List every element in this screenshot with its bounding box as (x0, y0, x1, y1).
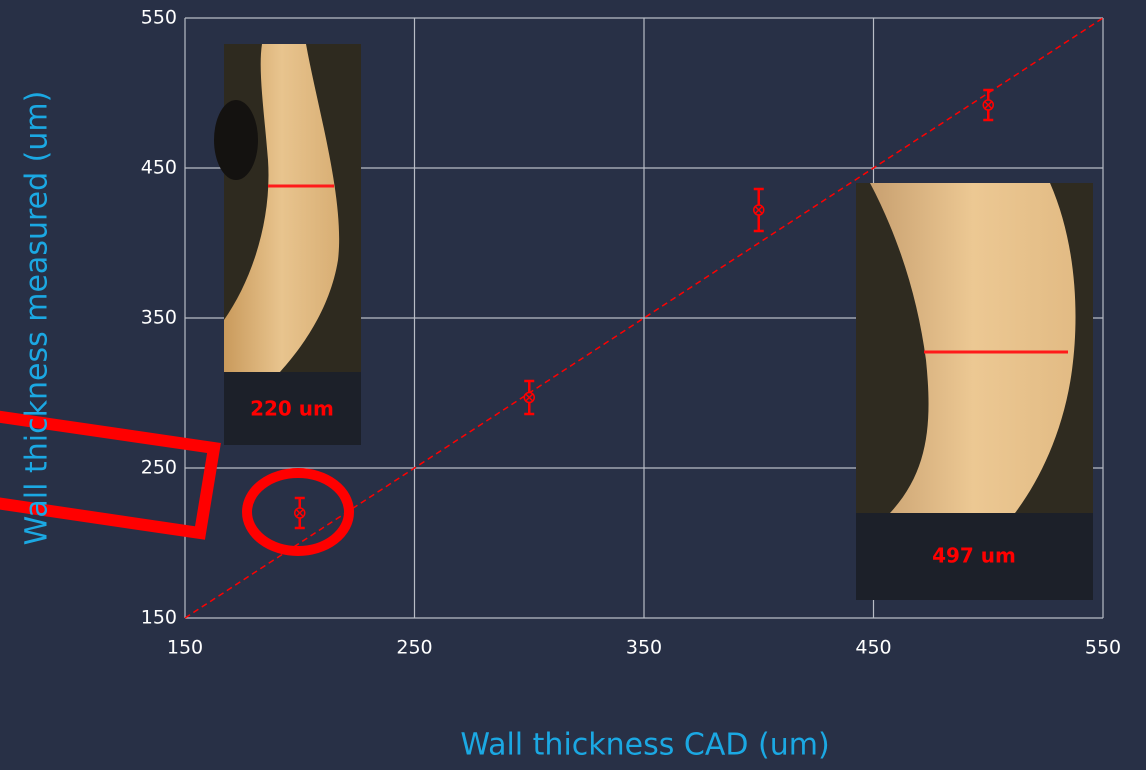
inset-shadow (214, 100, 258, 180)
y-tick-label: 450 (141, 157, 177, 179)
x-tick-label: 250 (396, 637, 432, 659)
inset-image-left: 220 um (214, 44, 361, 445)
x-tick-label: 550 (1085, 637, 1121, 659)
x-axis-label: Wall thickness CAD (um) (460, 728, 829, 763)
y-tick-label: 350 (141, 307, 177, 329)
inset-label: 497 um (932, 544, 1016, 568)
y-tick-label: 550 (141, 7, 177, 29)
inset-image-right: 497 um (856, 183, 1093, 600)
inset-label: 220 um (250, 397, 334, 421)
data-point (983, 100, 993, 110)
y-tick-label: 250 (141, 457, 177, 479)
y-tick-label: 150 (141, 607, 177, 629)
x-tick-label: 450 (855, 637, 891, 659)
data-point (524, 393, 534, 403)
x-tick-label: 150 (167, 637, 203, 659)
x-tick-label: 350 (626, 637, 662, 659)
data-point (754, 205, 764, 215)
chart: 220 um 497 um Wall thickness CAD (um) Wa… (0, 0, 1146, 770)
y-axis-label: Wall thickness measured (um) (20, 91, 55, 546)
data-point (295, 508, 305, 518)
